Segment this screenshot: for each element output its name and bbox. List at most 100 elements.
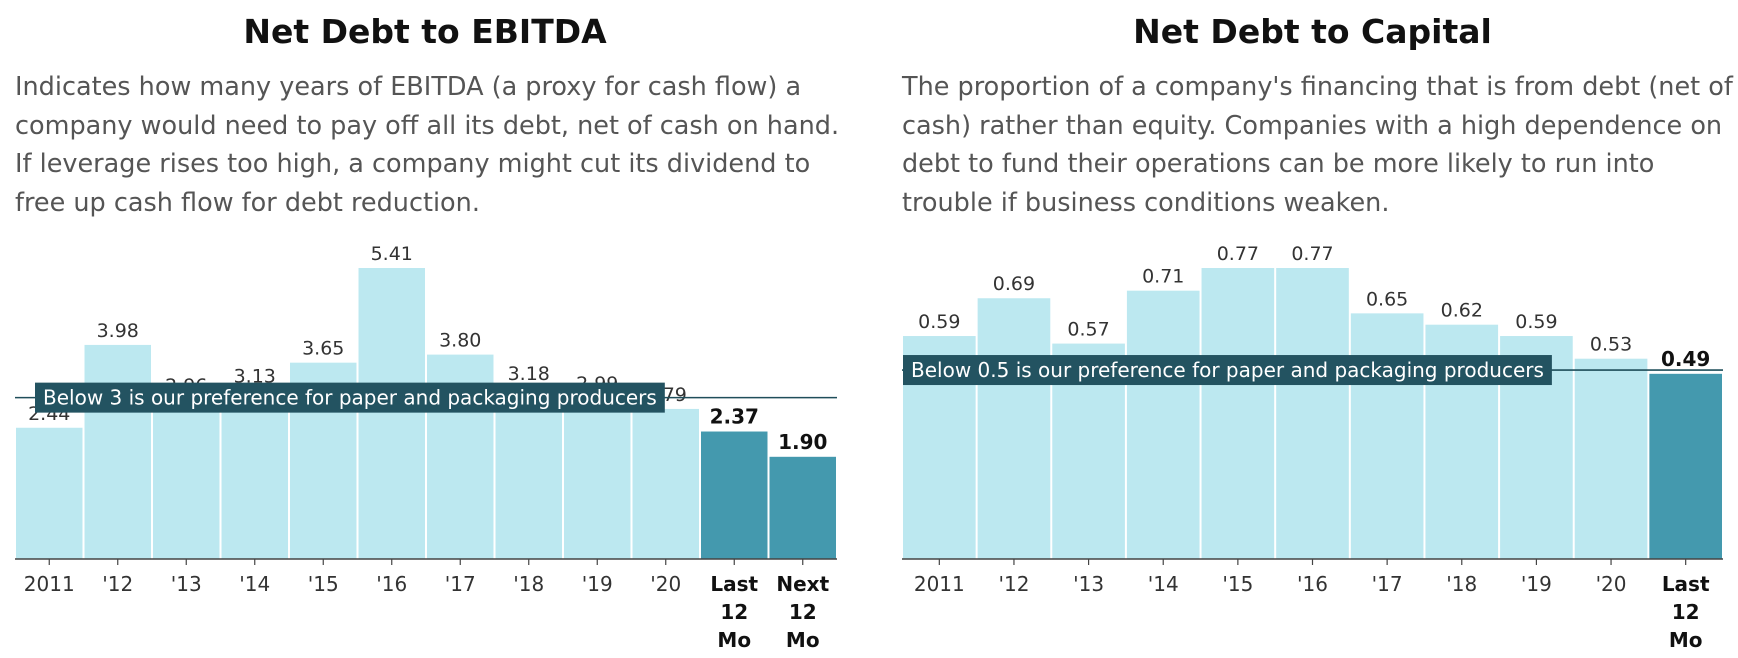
chart-panel-net-debt-to-ebitda: Net Debt to EBITDA Indicates how many ye… [0, 0, 850, 658]
data-label: 3.98 [97, 320, 139, 342]
data-label: 0.59 [1515, 311, 1557, 333]
x-tick-label-line: 12 [789, 600, 817, 624]
x-tick-label: '13 [1073, 572, 1104, 596]
data-label: 2.37 [710, 405, 759, 429]
x-tick-label-line: '14 [239, 572, 270, 596]
x-tick-label-line: 2011 [914, 572, 965, 596]
threshold-label: Below 0.5 is our preference for paper an… [911, 358, 1544, 382]
description-line: debt to fund their operations can be mor… [902, 149, 1655, 179]
threshold-label: Below 3 is our preference for paper and … [43, 386, 657, 410]
data-label: 0.77 [1217, 243, 1259, 265]
bar [16, 427, 83, 559]
data-label: 0.71 [1142, 266, 1184, 288]
description-line: cash) rather than equity. Companies with… [902, 110, 1723, 141]
bar [221, 390, 288, 559]
x-tick-label: Next 12 Mo [776, 572, 829, 652]
x-tick-label: '16 [1297, 572, 1328, 596]
x-tick-label: '20 [1596, 572, 1627, 596]
data-label: 3.65 [302, 338, 344, 360]
x-tick-label: '12 [998, 572, 1029, 596]
bar [1126, 290, 1200, 559]
x-tick-label-line: '14 [1148, 572, 1179, 596]
description-line: company would need to pay off all its de… [15, 110, 840, 141]
chart-panel-net-debt-to-capital: Net Debt to Capital The proportion of a … [887, 0, 1738, 658]
x-tick-label-line: '15 [1222, 572, 1253, 596]
x-tick-label-line: '17 [1372, 572, 1403, 596]
threshold-label-box [35, 382, 665, 413]
data-label: 1.90 [778, 430, 827, 454]
description-line: If leverage rises too high, a company mi… [15, 149, 811, 179]
x-tick-label-line: '19 [1521, 572, 1552, 596]
bar [84, 344, 151, 559]
x-tick-label: '12 [102, 572, 133, 596]
x-tick-label: '14 [239, 572, 270, 596]
x-tick-label: '13 [171, 572, 202, 596]
x-tick-label-line: '12 [102, 572, 133, 596]
x-tick-label-line: Mo [786, 628, 820, 652]
description-line: trouble if business conditions weaken. [902, 187, 1390, 218]
data-label: 0.69 [993, 273, 1035, 295]
x-tick-label: '18 [1446, 572, 1477, 596]
x-tick-label: '19 [1521, 572, 1552, 596]
x-tick-label-line: '18 [1446, 572, 1477, 596]
x-tick-label: '15 [1222, 572, 1253, 596]
x-tick-label: '18 [513, 572, 544, 596]
x-tick-label-line: 2011 [24, 572, 75, 596]
x-tick-label-line: '20 [650, 572, 681, 596]
data-label: 0.59 [918, 311, 960, 333]
x-tick-label-line: '13 [171, 572, 202, 596]
bar-chart-net-debt-to-capital: 0.59 0.69 0.57 0.71 0.77 0.77 0.65 0.62 0.59 0.53… [902, 243, 1723, 652]
data-label: 0.57 [1067, 319, 1109, 341]
x-tick-label: 2011 [24, 572, 75, 596]
x-tick-label: Last 12 Mo [710, 572, 758, 652]
x-tick-label-line: '15 [308, 572, 339, 596]
x-tick-label-line: '19 [582, 572, 613, 596]
x-tick-label-line: '18 [513, 572, 544, 596]
x-tick-label: '20 [650, 572, 681, 596]
bar [1350, 313, 1424, 559]
bar-chart-net-debt-to-ebitda: 2.443.982.963.133.655.413.803.182.992.79… [15, 243, 837, 652]
threshold-label-box [903, 355, 1552, 386]
bar [1649, 373, 1722, 559]
description-line: Indicates how many years of EBITDA (a pr… [15, 72, 802, 102]
chart-description: The proportion of a company's financing … [902, 68, 1738, 222]
data-label: 3.80 [439, 330, 481, 352]
x-tick-label: 2011 [914, 572, 965, 596]
x-tick-label: '17 [1372, 572, 1403, 596]
x-tick-label: '19 [582, 572, 613, 596]
description-line: The proportion of a company's financing … [902, 72, 1733, 102]
description-line: free up cash flow for debt reduction. [15, 187, 480, 218]
bar [564, 398, 631, 559]
bar [769, 456, 836, 559]
chart-description: Indicates how many years of EBITDA (a pr… [15, 68, 855, 222]
x-tick-label-line: '20 [1596, 572, 1627, 596]
x-tick-label: '15 [308, 572, 339, 596]
x-tick-label: Last 12 Mo [1662, 572, 1710, 652]
x-tick-label-line: '16 [376, 572, 407, 596]
data-label: 0.49 [1661, 347, 1710, 371]
x-tick-label-line: Mo [717, 628, 751, 652]
x-tick-label-line: 12 [1672, 600, 1700, 624]
chart-title: Net Debt to Capital [1133, 12, 1492, 51]
bar [1574, 358, 1648, 559]
chart-title: Net Debt to EBITDA [243, 12, 607, 51]
bar [977, 298, 1051, 559]
bar [495, 387, 562, 559]
data-label: 0.62 [1441, 300, 1483, 322]
x-tick-label: '17 [445, 572, 476, 596]
x-tick-label: '14 [1148, 572, 1179, 596]
data-label: 0.65 [1366, 288, 1408, 310]
x-tick-label-line: Next [776, 572, 829, 596]
data-label: 0.77 [1291, 243, 1333, 265]
data-label: 3.18 [508, 363, 550, 385]
x-tick-label-line: 12 [720, 600, 748, 624]
bar [358, 268, 425, 559]
x-tick-label-line: Last [1662, 572, 1710, 596]
data-label: 3.13 [234, 366, 276, 388]
data-label: 0.53 [1590, 334, 1632, 356]
bar [153, 399, 220, 559]
x-tick-label: '16 [376, 572, 407, 596]
x-tick-label-line: Last [710, 572, 758, 596]
x-tick-label-line: '17 [445, 572, 476, 596]
bar [701, 431, 768, 559]
